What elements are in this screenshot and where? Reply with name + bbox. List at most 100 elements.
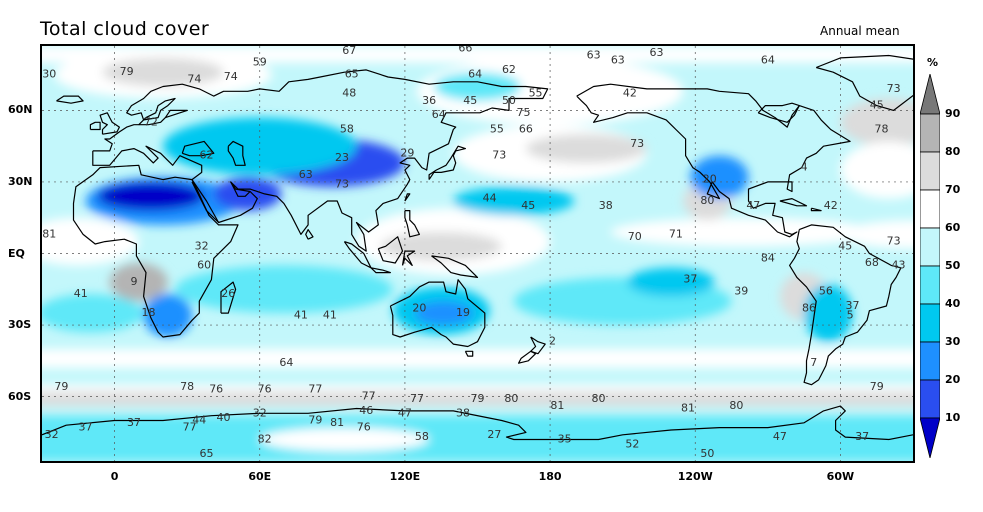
contour-value-label: 41 xyxy=(74,287,88,300)
map-title: Total cloud cover xyxy=(40,18,210,40)
map-subtitle: Annual mean xyxy=(820,24,900,38)
colorbar-level-label: 60 xyxy=(945,221,961,234)
colorbar-bottom-arrow xyxy=(920,417,940,458)
contour-value-label: 20 xyxy=(412,301,426,314)
contour-value-label: 7 xyxy=(810,356,817,369)
contour-value-label: 59 xyxy=(253,56,267,69)
contour-value-label: 62 xyxy=(502,63,516,76)
latitude-label: 30N xyxy=(8,174,33,188)
contour-value-label: 58 xyxy=(415,430,429,443)
madagascar-coastline xyxy=(220,281,237,314)
colorbar-swatch xyxy=(920,151,940,191)
contour-value-label: 64 xyxy=(279,356,293,369)
contour-value-label: 39 xyxy=(734,285,748,298)
colorbar-top-arrow xyxy=(920,74,940,115)
contour-value-label: 38 xyxy=(599,199,613,212)
contour-value-label: 42 xyxy=(623,87,637,100)
contour-value-label: 48 xyxy=(342,87,356,100)
sulawesi-coastline xyxy=(401,250,416,266)
eurasia-dry xyxy=(162,117,357,175)
red-sea-coast xyxy=(191,181,220,223)
contour-value-label: 56 xyxy=(819,285,833,298)
contour-value-label: 41 xyxy=(294,309,308,322)
colorbar-swatch xyxy=(920,265,940,305)
contour-value-label: 5 xyxy=(847,309,854,322)
contour-value-label: 32 xyxy=(253,406,267,419)
contour-value-label: 63 xyxy=(611,53,625,66)
contour-value-label: 63 xyxy=(299,168,313,181)
contour-value-label: 81 xyxy=(681,402,695,415)
contour-value-label: 74 xyxy=(224,70,238,83)
australia-coastline xyxy=(389,279,486,348)
contour-value-label: 47 xyxy=(746,199,760,212)
colorbar-swatch xyxy=(920,341,940,381)
contour-value-label: 37 xyxy=(683,273,697,286)
greenland-coastline xyxy=(815,54,913,111)
contour-value-label: 23 xyxy=(335,151,349,164)
caspian-sea-coastline xyxy=(227,140,246,166)
contour-value-label: 79 xyxy=(120,65,134,78)
contour-value-label: 47 xyxy=(773,430,787,443)
contour-value-label: 63 xyxy=(587,49,601,62)
sri-lanka-coastline xyxy=(305,229,314,240)
colorbar-swatch xyxy=(920,379,940,419)
contour-value-label: 79 xyxy=(308,413,322,426)
contour-value-label: 50 xyxy=(502,94,516,107)
contour-value-label: 47 xyxy=(398,406,412,419)
north-pacific-high xyxy=(525,134,647,163)
antarctica-coastline xyxy=(42,405,913,441)
contour-value-label: 82 xyxy=(258,433,272,446)
contour-value-label: 2 xyxy=(549,335,556,348)
contour-value-label: 46 xyxy=(359,404,373,417)
contour-value-label: 55 xyxy=(529,87,543,100)
contour-value-label: 37 xyxy=(855,430,869,443)
longitude-label: 120E xyxy=(389,470,421,483)
latitude-label: 60N xyxy=(8,103,33,117)
contour-value-label: 37 xyxy=(79,421,93,434)
longitude-label: 60W xyxy=(826,470,855,483)
contour-value-label: 77 xyxy=(183,421,197,434)
cloud-cover-map: 30 79 74 74 59 67 65 48 66 64 62 63 63 63 64 36 45 50 55 42… xyxy=(40,44,915,463)
contour-value-label: 45 xyxy=(521,199,535,212)
contour-value-label: 77 xyxy=(362,390,376,403)
longitude-label: 0 xyxy=(110,470,119,483)
contour-value-label: 27 xyxy=(487,428,501,441)
south-pacific-clear xyxy=(627,267,715,297)
latitude-label: 60S xyxy=(8,389,32,403)
colorbar-swatch xyxy=(920,303,940,343)
philippines-coastline xyxy=(404,210,420,238)
contour-value-label: 67 xyxy=(342,46,356,57)
contour-value-label: 81 xyxy=(550,399,564,412)
contour-value-label: 79 xyxy=(471,392,485,405)
contour-value-label: 79 xyxy=(54,380,68,393)
colorbar-swatch xyxy=(920,227,940,267)
contour-value-label: 66 xyxy=(519,122,533,135)
japan-coastline xyxy=(428,145,466,180)
contour-value-label: 80 xyxy=(591,392,605,405)
contour-value-label: 41 xyxy=(323,309,337,322)
contour-value-label: 73 xyxy=(887,82,901,95)
contour-value-label: 26 xyxy=(221,287,235,300)
colorbar-level-label: 90 xyxy=(945,107,961,120)
indian-ocean-low xyxy=(175,265,393,314)
australia-core xyxy=(414,301,473,326)
contour-value-label: 75 xyxy=(516,106,530,119)
contour-value-label: 30 xyxy=(42,68,56,81)
contour-value-label: 58 xyxy=(340,122,354,135)
antarctic-interior-cloud xyxy=(259,427,430,452)
contour-value-label: 45 xyxy=(463,94,477,107)
contour-value-label: 45 xyxy=(838,239,852,252)
south-america-coastline xyxy=(789,224,902,386)
contour-value-label: 44 xyxy=(192,413,206,426)
colorbar-level-label: 80 xyxy=(945,145,961,158)
contour-value-label: 76 xyxy=(357,421,371,434)
black-sea-coastline xyxy=(181,140,215,157)
cuba-coastline xyxy=(779,198,808,207)
contour-value-label: 70 xyxy=(628,230,642,243)
contour-value-label: 76 xyxy=(258,382,272,395)
contour-value-label: 76 xyxy=(209,382,223,395)
contour-value-label: 81 xyxy=(330,416,344,429)
colorbar-level-label: 30 xyxy=(945,335,961,348)
contour-value-label: 78 xyxy=(180,380,194,393)
